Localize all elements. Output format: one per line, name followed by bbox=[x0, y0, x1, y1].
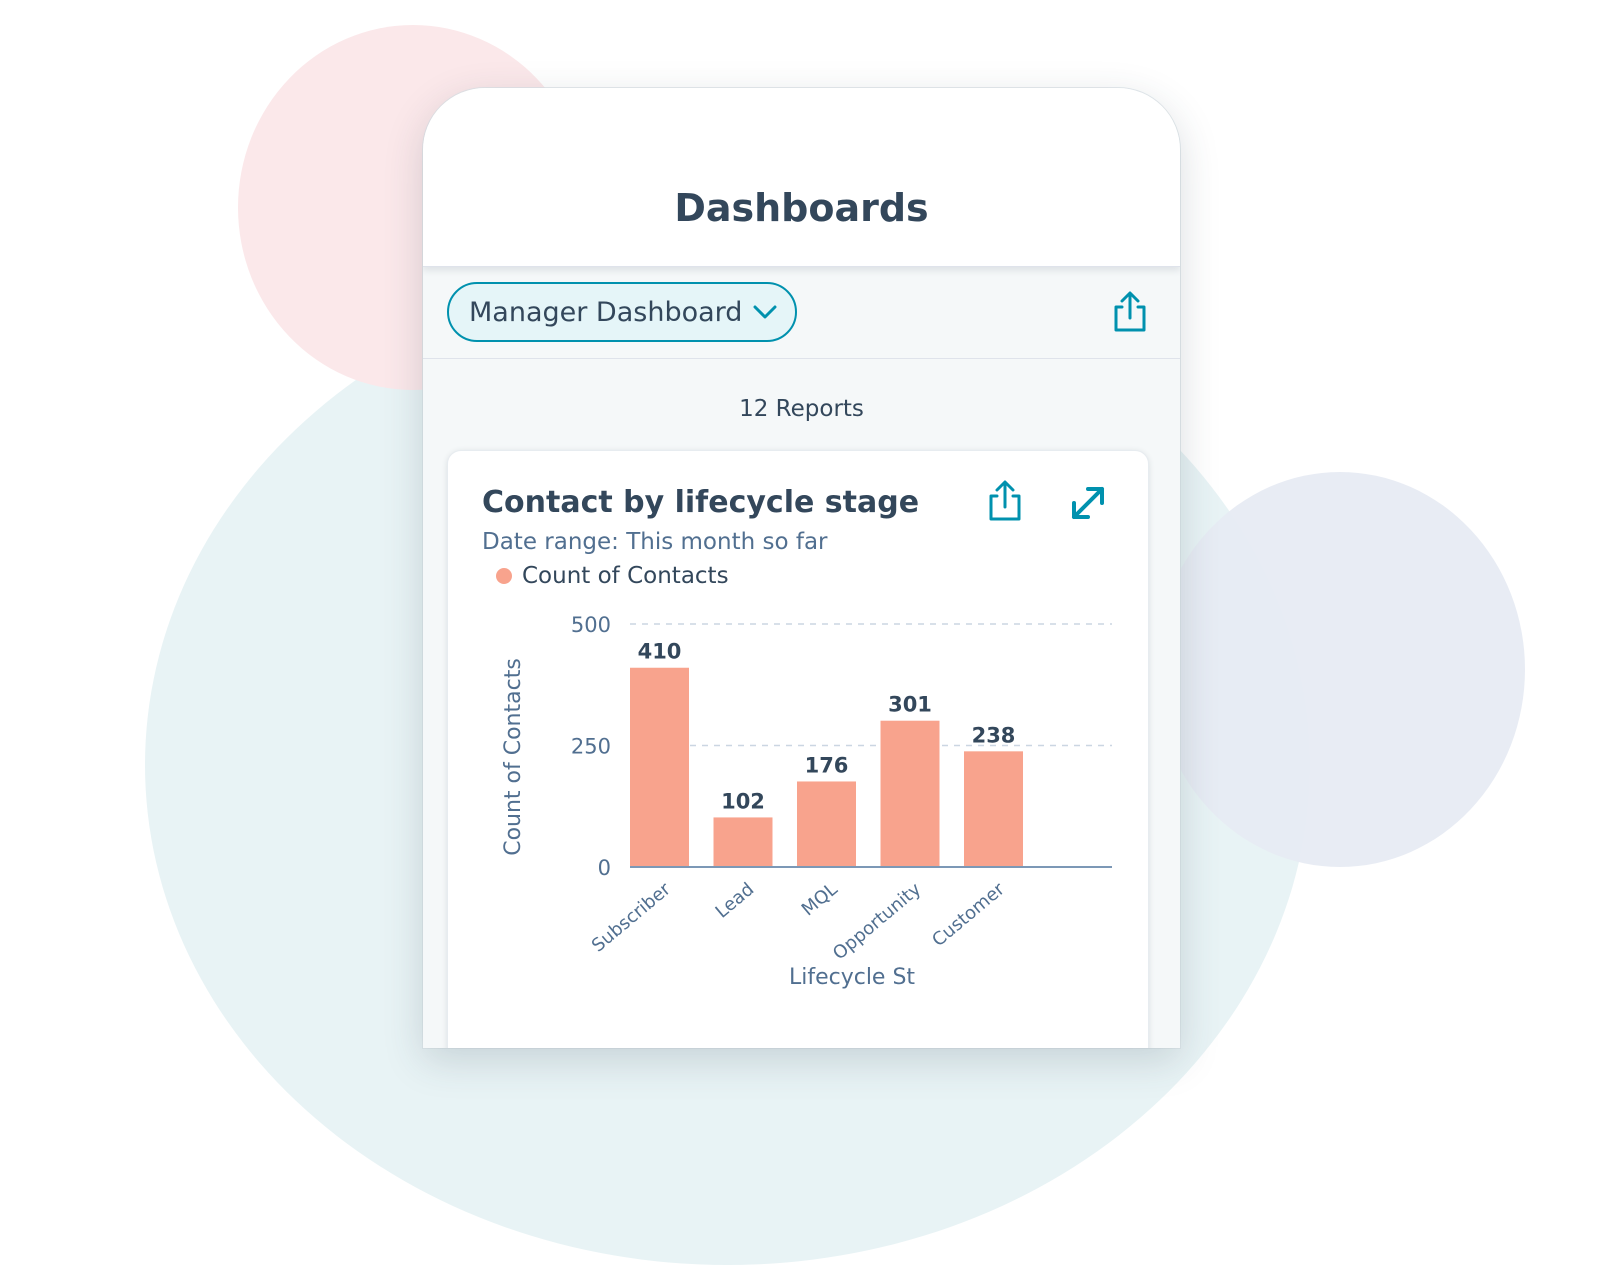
bar-chart: 0 250 500 410 102 176 301 238 Subscriber Lead MQ… bbox=[501, 613, 1112, 990]
x-tick-label: MQL bbox=[798, 879, 842, 921]
y-tick-label: 250 bbox=[571, 735, 611, 759]
chevron-down-icon bbox=[752, 303, 778, 321]
report-date-range: Date range: This month so far bbox=[482, 529, 828, 555]
phone-frame: Dashboards Manager Dashboard 12 Reports … bbox=[423, 88, 1180, 1048]
report-title: Contact by lifecycle stage bbox=[482, 485, 920, 520]
data-label: 238 bbox=[972, 723, 1016, 747]
x-tick-label: Customer bbox=[928, 878, 1009, 951]
data-label: 301 bbox=[888, 693, 932, 717]
y-tick-label: 0 bbox=[598, 856, 611, 880]
bar bbox=[797, 781, 856, 867]
y-axis-ticks: 0 250 500 bbox=[571, 613, 611, 880]
page-title: Dashboards bbox=[674, 186, 929, 230]
bar bbox=[964, 751, 1023, 867]
x-tick-label: Subscriber bbox=[588, 878, 675, 956]
dashboard-toolbar: Manager Dashboard bbox=[423, 268, 1180, 359]
background-blob-lavender bbox=[1155, 472, 1525, 867]
reports-count: 12 Reports bbox=[739, 396, 864, 422]
chart-grid bbox=[630, 623, 1112, 747]
x-tick-label: Lead bbox=[712, 879, 759, 923]
share-icon[interactable] bbox=[986, 479, 1024, 523]
data-label: 102 bbox=[721, 789, 765, 813]
app-header: Dashboards bbox=[423, 88, 1180, 267]
bar bbox=[880, 720, 940, 867]
data-label: 176 bbox=[805, 753, 849, 777]
bar bbox=[713, 817, 773, 867]
report-card: Contact by lifecycle stage Date range: T… bbox=[447, 450, 1149, 1048]
y-tick-label: 500 bbox=[571, 613, 611, 637]
chart-bars bbox=[630, 667, 1023, 867]
x-axis-label: Lifecycle St bbox=[789, 965, 915, 990]
y-axis-label: Count of Contacts bbox=[501, 658, 526, 856]
legend-swatch bbox=[496, 568, 512, 584]
data-label: 410 bbox=[638, 640, 682, 664]
bar bbox=[630, 667, 689, 867]
chart-data-labels: 410 102 176 301 238 bbox=[638, 640, 1016, 814]
dashboard-select-label: Manager Dashboard bbox=[469, 296, 743, 328]
chart-legend: Count of Contacts bbox=[496, 563, 729, 589]
legend-label: Count of Contacts bbox=[522, 563, 729, 589]
dashboard-select[interactable]: Manager Dashboard bbox=[447, 282, 797, 342]
share-icon[interactable] bbox=[1110, 290, 1150, 334]
expand-icon[interactable] bbox=[1068, 483, 1108, 523]
x-tick-label: Opportunity bbox=[829, 879, 926, 965]
